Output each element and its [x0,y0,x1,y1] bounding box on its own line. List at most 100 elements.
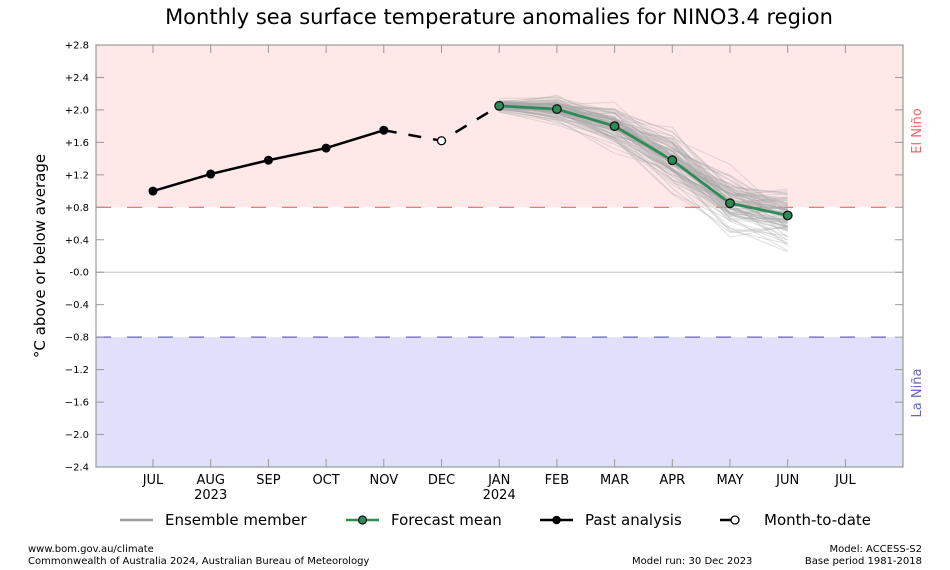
forecast-mean-point [551,104,562,115]
ensemble-member-line [499,103,788,218]
el-nino-zone [96,45,903,208]
footer-base-period: Base period 1981-2018 [804,556,922,567]
ensemble-member-line [499,109,788,223]
ensemble-member-line [499,107,788,232]
x-tick-label: MAY [716,473,743,488]
year-label: 2023 [194,488,227,503]
ensemble-member-line [499,107,788,207]
year-label: 2024 [483,488,516,503]
ensemble-member-line [499,107,788,212]
ensemble-member-line [499,107,788,229]
forecast-mean-point [725,198,735,209]
footer-right: Model: ACCESS-S2 Base period 1981-2018 [805,544,922,568]
ensemble-member-line [499,103,788,215]
ensemble-member-line [499,103,788,227]
ensemble-member-line [499,111,788,245]
ensemble-member-line [499,101,788,220]
ensemble-member-line [499,102,788,219]
ensemble-member-line [499,94,789,218]
x-tick-label: JUL [142,473,164,488]
y-tick-label: −1.6 [65,398,89,409]
x-tick-label: AUG [196,473,224,488]
ensemble-member-line [499,101,788,197]
ensemble-member-line [499,108,788,245]
x-tick-label: JAN [487,473,510,488]
x-tick-label: NOV [369,473,398,488]
legend: Ensemble member Forecast mean Past analysi… [120,511,871,529]
forecast-mean-line [499,104,788,217]
ensemble-member-line [499,102,788,218]
ensemble-member-line [499,106,788,217]
forecast-mean-point [782,210,793,221]
forecast-mean-point [667,155,678,166]
past-analysis-point [379,125,389,135]
ensemble-member-line [499,104,788,227]
ensemble-member-line [499,107,788,232]
ensemble-member-line [499,103,788,213]
ensemble-member-line [499,95,788,205]
ensemble-member-line [499,102,788,214]
footer-left: www.bom.gov.au/climate Commonwealth of A… [28,544,369,568]
ensemble-member-line [499,107,788,244]
ensemble-members [499,94,789,253]
ensemble-member-line [499,108,788,234]
x-tick-label: OCT [312,473,339,488]
y-tick-label: −0.4 [65,300,89,311]
ensemble-member-line [499,101,788,194]
ensemble-member-line [499,105,788,231]
past-analysis-point [263,155,273,165]
past-analysis-point [148,186,158,196]
ensemble-member-line [499,106,788,206]
y-tick-label: +2.0 [65,105,89,116]
legend-item: Past analysis [540,511,682,529]
legend-forecast-marker [357,515,368,525]
ensemble-member-line [499,105,788,222]
legend-label: Forecast mean [391,511,502,529]
legend-label: Past analysis [585,511,682,529]
y-tick-label: −1.2 [65,365,89,376]
ensemble-member-line [499,106,788,237]
ensemble-member-line [499,101,788,210]
footer-url[interactable]: www.bom.gov.au/climate [28,544,154,555]
ensemble-member-line [499,101,788,211]
past-analysis-point [321,143,331,153]
ensemble-member-line [499,100,788,223]
ensemble-member-line [499,102,788,224]
y-axis-label: °C above or below average [31,154,49,358]
ensemble-member-line [499,99,788,210]
y-tick-label: −2.4 [65,463,89,474]
ensemble-member-line [499,109,788,253]
ensemble-member-line [499,99,788,215]
footer-copyright: Commonwealth of Australia 2024, Australi… [28,556,370,567]
y-tick-label: −2.0 [65,430,89,441]
ensemble-member-line [499,102,788,205]
forecast-mean-point [494,100,505,111]
ensemble-member-line [499,103,788,224]
y-tick-label: −0.8 [65,333,89,344]
ensemble-member-line [499,99,788,206]
legend-label: Month-to-date [764,511,871,529]
x-tick-label: JUL [834,473,856,488]
x-tick-label: DEC [428,473,455,488]
ensemble-member-line [499,104,788,197]
la-nina-label: La Niña [910,369,925,418]
y-tick-label: +2.4 [65,73,89,84]
y-tick-label: +2.8 [65,41,89,52]
ensemble-member-line [499,102,788,218]
la-nina-zone [96,337,903,467]
legend-item: Forecast mean [346,511,502,529]
footer-model-run: Model run: 30 Dec 2023 [632,556,753,567]
legend-item: Month-to-date [720,511,871,529]
ensemble-member-line [499,104,788,223]
y-tick-label: +0.8 [65,203,89,214]
ensemble-member-line [499,104,788,238]
ensemble-member-line [499,97,788,202]
past-analysis-point [206,169,216,179]
y-tick-label: +0.4 [65,235,89,246]
y-tick-label: +1.2 [65,170,89,181]
ensemble-member-line [499,105,788,199]
legend-mtd-marker [730,515,740,525]
y-tick-label: -0.0 [69,268,89,279]
x-tick-label: FEB [545,473,570,488]
x-tick-label: MAR [600,473,629,488]
